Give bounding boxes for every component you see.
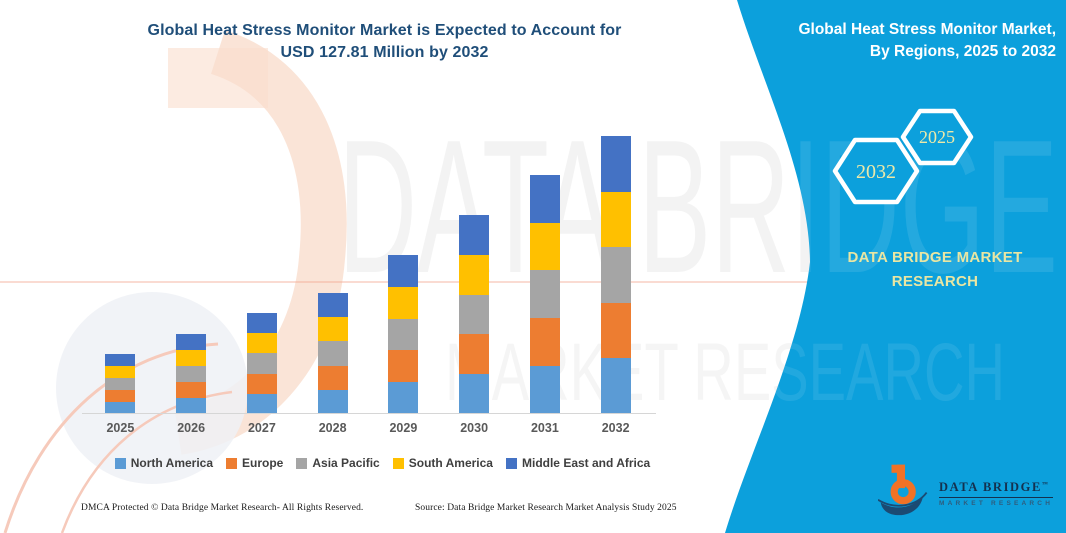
bar-segment-asia-pacific [317, 341, 348, 366]
stacked-bar-2028 [317, 293, 348, 414]
bar-segment-south-america [459, 254, 490, 295]
bar-segment-south-america [388, 286, 419, 319]
svg-text:2032: 2032 [856, 161, 896, 183]
bar-segment-asia-pacific [176, 365, 207, 382]
legend-swatch-middle-east-and-africa [505, 457, 517, 469]
bar-segment-middle-east-and-africa [459, 215, 490, 255]
bar-segment-middle-east-and-africa [317, 293, 348, 318]
stacked-bar-2029 [388, 255, 419, 414]
banner-title-line2: By Regions, 2025 to 2032 [869, 43, 1056, 60]
legend-swatch-asia-pacific [296, 457, 308, 469]
bar-segment-europe [176, 381, 207, 398]
legend-item-north-america: North America [114, 456, 214, 470]
bar-segment-north-america [600, 358, 631, 414]
stacked-bar-2031 [529, 175, 560, 414]
stacked-bar-2027 [246, 313, 277, 414]
x-tick-label-2028: 2028 [318, 421, 347, 435]
bar-segment-asia-pacific [600, 246, 631, 303]
page-title-line1: Global Heat Stress Monitor Market is Exp… [147, 22, 622, 39]
bar-segment-south-america [105, 365, 136, 378]
banner-title-line1: Global Heat Stress Monitor Market, [798, 21, 1056, 38]
bar-segment-asia-pacific [246, 353, 277, 374]
footer-source: Source: Data Bridge Market Research Mark… [415, 503, 677, 513]
bar-segment-north-america [388, 382, 419, 414]
legend-item-asia-pacific: Asia Pacific [296, 456, 380, 470]
legend-label-europe: Europe [242, 456, 284, 470]
bar-segment-middle-east-and-africa [246, 313, 277, 334]
bar-segment-north-america [459, 374, 490, 414]
hexagon-labels: 2032 2025 [856, 127, 955, 183]
bar-segment-south-america [176, 349, 207, 366]
bar-segment-europe [246, 373, 277, 394]
brand-wordmark: DATA BRIDGE MARKET RESEARCH [835, 246, 1035, 294]
x-tick-label-2031: 2031 [530, 421, 559, 435]
svg-text:2025: 2025 [919, 127, 955, 147]
bar-segment-south-america [246, 333, 277, 354]
page-title: Global Heat Stress Monitor Market is Exp… [62, 20, 707, 64]
stacked-bar-2025 [105, 354, 136, 414]
brand-line2: RESEARCH [891, 273, 979, 290]
x-tick-label-2025: 2025 [106, 421, 135, 435]
bar-segment-middle-east-and-africa [600, 136, 631, 192]
logo-trademark: ™ [1041, 481, 1048, 488]
company-logo-icon [878, 464, 928, 516]
bar-segment-south-america [317, 317, 348, 342]
bar-segment-north-america [529, 366, 560, 414]
bar-segment-north-america [246, 393, 277, 414]
stacked-bar-2032 [600, 136, 631, 414]
banner-title: Global Heat Stress Monitor Market, By Re… [726, 19, 1056, 63]
legend-swatch-europe [226, 457, 238, 469]
hexagon-badges [832, 108, 974, 205]
legend-label-asia-pacific: Asia Pacific [312, 456, 380, 470]
bar-segment-south-america [600, 191, 631, 247]
legend-label-north-america: North America [130, 456, 214, 470]
bar-segment-north-america [317, 389, 348, 414]
bar-segment-asia-pacific [459, 294, 490, 335]
bar-segment-europe [317, 365, 348, 390]
stacked-bar-2026 [176, 333, 207, 414]
legend-swatch-south-america [392, 457, 404, 469]
bar-segment-europe [388, 350, 419, 383]
legend-item-europe: Europe [226, 456, 283, 470]
footer-copyright: DMCA Protected © Data Bridge Market Rese… [81, 503, 364, 513]
x-tick-label-2030: 2030 [460, 421, 489, 435]
bar-segment-asia-pacific [388, 318, 419, 351]
bar-segment-middle-east-and-africa [388, 255, 419, 287]
x-tick-label-2032: 2032 [601, 421, 630, 435]
bar-segment-europe [600, 302, 631, 359]
side-banner-shape [725, 0, 1066, 533]
brand-line1: DATA BRIDGE MARKET [847, 249, 1023, 266]
hexagon-2025 [900, 108, 974, 166]
legend-item-south-america: South America [392, 456, 493, 470]
legend-swatch-north-america [114, 457, 126, 469]
bar-segment-north-america [105, 401, 136, 414]
bar-segment-europe [529, 318, 560, 367]
company-logo: DATA BRIDGE™ MARKET RESEARCH [878, 461, 1054, 517]
bar-segment-south-america [529, 222, 560, 271]
x-tick-label-2029: 2029 [389, 421, 418, 435]
x-tick-label-2026: 2026 [177, 421, 206, 435]
bar-segment-middle-east-and-africa [105, 354, 136, 366]
logo-subname: MARKET RESEARCH [939, 499, 1054, 507]
company-logo-text: DATA BRIDGE™ MARKET RESEARCH [939, 472, 1054, 507]
bar-segment-middle-east-and-africa [529, 175, 560, 223]
logo-name: DATA BRIDGE [939, 479, 1042, 494]
bar-segment-europe [105, 389, 136, 402]
stacked-bar-2030 [459, 215, 490, 414]
bar-segment-asia-pacific [529, 270, 560, 319]
page-title-line2: USD 127.81 Million by 2032 [280, 44, 489, 61]
x-axis-line [82, 413, 656, 414]
bar-segment-asia-pacific [105, 377, 136, 390]
bar-segment-europe [459, 334, 490, 375]
bar-segment-middle-east-and-africa [176, 333, 207, 350]
hexagon-2032 [832, 137, 920, 205]
x-tick-label-2027: 2027 [247, 421, 276, 435]
legend-label-south-america: South America [408, 456, 493, 470]
bar-segment-north-america [176, 397, 207, 414]
legend-label-middle-east-and-africa: Middle East and Africa [521, 456, 651, 470]
chart-legend: North America Europe Asia Pacific South Ame… [60, 456, 705, 470]
legend-item-middle-east-and-africa: Middle East and Africa [505, 456, 651, 470]
